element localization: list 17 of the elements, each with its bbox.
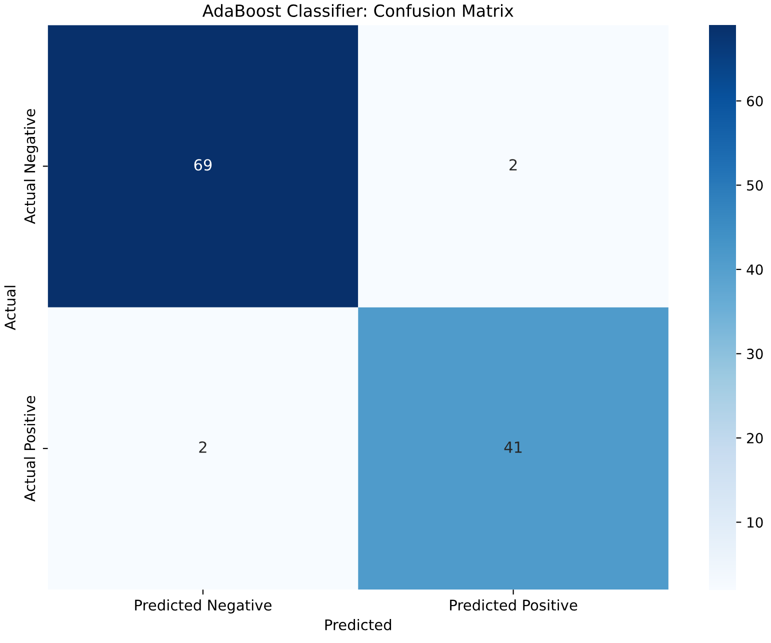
x-tick-label: Predicted Negative <box>135 599 272 614</box>
color-bar-label: 50 <box>747 180 763 191</box>
y-axis-title: Actual <box>4 286 16 330</box>
data-label: 69 <box>194 159 212 171</box>
data-label: 2 <box>199 441 206 453</box>
data-label: 2 <box>510 159 517 170</box>
chart-title: AdaBoost Classifier: Confusion Matrix <box>202 4 514 17</box>
data-label: 41 <box>504 442 522 453</box>
color-bar-label: 20 <box>747 432 763 444</box>
color-bar-label: 40 <box>746 264 763 275</box>
y-tick-label: Actual Negative <box>24 109 38 224</box>
color-bar-label: 30 <box>747 348 763 360</box>
x-tick-label: Predicted Positive <box>450 599 578 611</box>
x-axis-title: Predicted <box>325 619 392 630</box>
y-tick-label: Actual Positive <box>24 396 36 502</box>
color-bar-label: 10 <box>748 517 763 528</box>
color-bar-label: 60 <box>746 96 763 106</box>
